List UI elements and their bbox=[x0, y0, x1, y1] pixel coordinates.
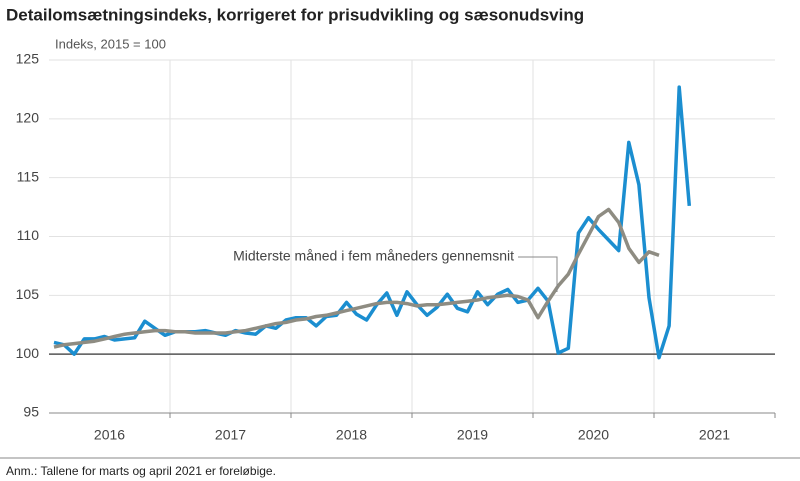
y-tick-label: 95 bbox=[23, 404, 39, 420]
chart-title: Detailomsætningsindeks, korrigeret for p… bbox=[6, 5, 584, 24]
y-tick-label: 125 bbox=[16, 51, 40, 67]
line-series bbox=[53, 207, 660, 349]
x-tick-label: 2016 bbox=[94, 427, 125, 443]
y-tick-label: 105 bbox=[16, 286, 40, 302]
x-tick-label: 2019 bbox=[457, 427, 488, 443]
y-tick-label: 120 bbox=[16, 110, 40, 126]
x-tick-label: 2020 bbox=[578, 427, 609, 443]
annotation: Midterste måned i fem måneders gennemsni… bbox=[233, 248, 514, 264]
x-tick-label: 2017 bbox=[215, 427, 246, 443]
y-tick-label: 100 bbox=[16, 345, 40, 361]
x-tick-label: 2018 bbox=[336, 427, 367, 443]
note: Anm.: Tallene for marts og april 2021 er… bbox=[6, 464, 276, 478]
y-axis-label: Indeks, 2015 = 100 bbox=[55, 36, 166, 51]
y-tick-label: 115 bbox=[17, 168, 40, 184]
y-tick-label: 110 bbox=[17, 227, 40, 243]
x-tick-label: 2021 bbox=[699, 427, 730, 443]
annotation-leader bbox=[518, 256, 558, 292]
